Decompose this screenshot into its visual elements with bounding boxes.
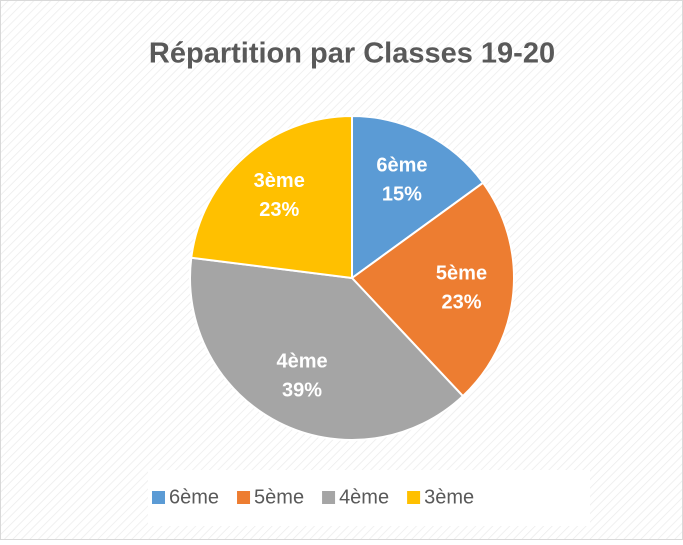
legend-label: 3ème — [424, 486, 474, 508]
data-label-category: 4ème — [276, 350, 327, 372]
pie-slice — [189, 256, 465, 441]
pie-slice — [350, 181, 515, 398]
legend-swatch — [237, 491, 251, 504]
data-label-value: 39% — [282, 379, 322, 401]
data-label-value: 23% — [259, 199, 299, 221]
legend-box — [148, 470, 590, 526]
data-label-category: 6ème — [376, 154, 427, 176]
pie-slice — [190, 114, 353, 280]
legend-label: 6ème — [169, 486, 219, 508]
legend-swatch — [152, 491, 165, 504]
data-label-value: 15% — [382, 183, 422, 205]
data-label-category: 3ème — [254, 170, 305, 192]
data-label-value: 23% — [441, 292, 481, 314]
chart-title: Répartition par Classes 19-20 — [149, 38, 555, 70]
legend-label: 5ème — [254, 486, 304, 508]
pie-slice — [351, 114, 485, 280]
legend-swatch — [322, 491, 336, 504]
legend-label: 4ème — [339, 486, 389, 508]
legend-swatch — [407, 491, 421, 504]
data-label-category: 5ème — [436, 263, 487, 285]
